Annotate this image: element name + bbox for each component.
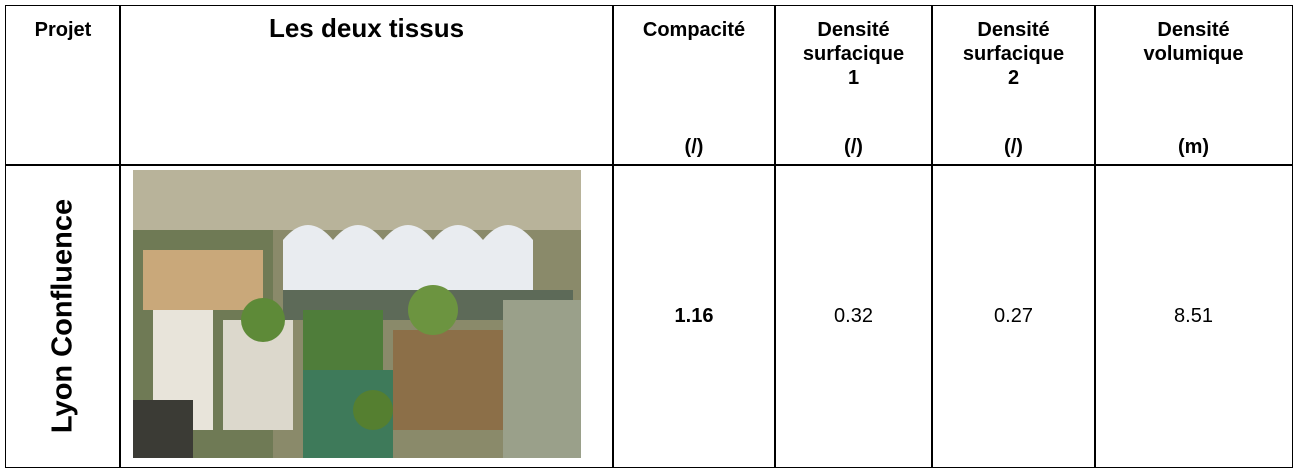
project-image — [133, 170, 581, 458]
value-cell: 1.16 — [612, 164, 776, 468]
header-title: Projet — [6, 18, 120, 42]
header-line: surfacique — [962, 43, 1065, 65]
header-unit: (/) — [684, 136, 704, 158]
header-line: Les deux tissus — [268, 13, 465, 43]
header-line: Densité — [977, 19, 1050, 41]
header-cell: Densité surfacique 1 (/) — [774, 5, 933, 166]
header-cell: Densité surfacique 2 (/) — [931, 5, 1096, 166]
header-line: Densité — [1157, 19, 1230, 41]
value: 8.51 — [1174, 304, 1213, 327]
project-name: Lyon Confluence — [46, 198, 79, 434]
header-title: Compacité — [613, 18, 775, 42]
header-title: Densité volumique — [1095, 18, 1292, 66]
value-cell: 0.27 — [931, 164, 1096, 468]
header-cell: Projet — [5, 5, 121, 166]
header-line: 2 — [1007, 67, 1020, 89]
header-title: Densité surfacique 1 — [775, 18, 932, 90]
header-line: Projet — [34, 19, 92, 41]
header-cell: Les deux tissus — [119, 5, 614, 166]
header-unit: (/) — [1004, 136, 1023, 158]
header-unit: (/) — [844, 136, 863, 158]
value: 0.27 — [994, 304, 1033, 327]
header-line: surfacique — [802, 43, 905, 65]
header-line: 1 — [847, 67, 860, 89]
header-line: volumique — [1143, 43, 1244, 65]
header-line: Densité — [817, 19, 890, 41]
header-title: Densité surfacique 2 — [932, 18, 1095, 90]
project-cell: Lyon Confluence — [5, 164, 121, 468]
header-cell: Compacité (/) — [612, 5, 776, 166]
value: 1.16 — [674, 304, 714, 327]
header-title: Les deux tissus — [120, 13, 613, 43]
image-cell — [119, 164, 614, 468]
value-cell: 8.51 — [1094, 164, 1293, 468]
header-unit: (m) — [1177, 136, 1210, 158]
value: 0.32 — [834, 304, 873, 327]
header-line: Compacité — [642, 19, 746, 41]
value-cell: 0.32 — [774, 164, 933, 468]
header-cell: Densité volumique (m) — [1094, 5, 1293, 166]
